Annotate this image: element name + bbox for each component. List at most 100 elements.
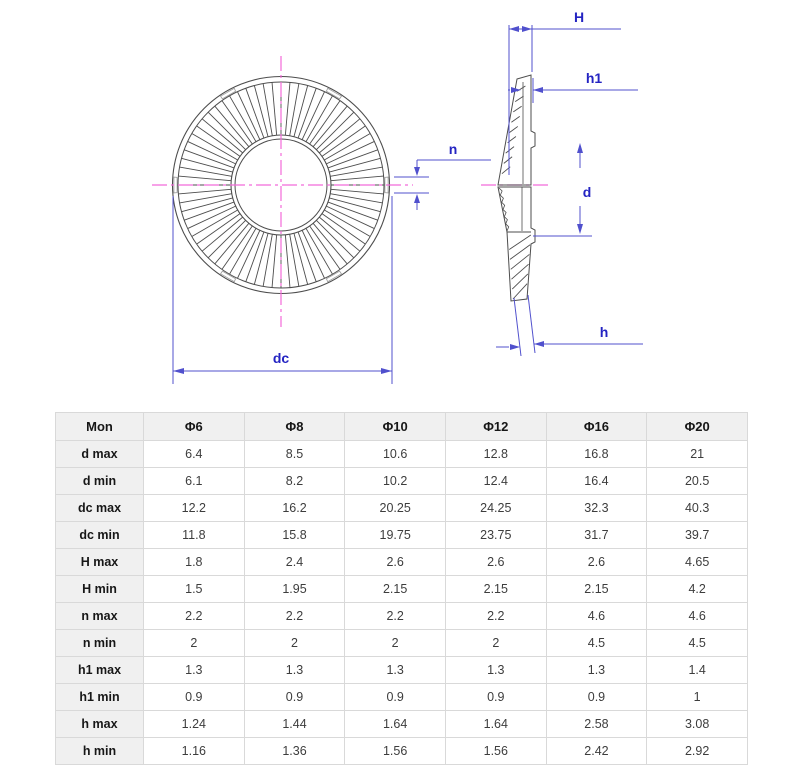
spec-value: 4.65: [646, 548, 748, 576]
technical-drawing: dc n H h1 d h: [152, 9, 643, 384]
table-row: h1 max 1.3 1.3 1.3 1.3 1.3 1.4: [55, 656, 748, 684]
table-row: d min 6.1 8.2 10.2 12.4 16.4 20.5: [55, 467, 748, 495]
spec-value: 2.6: [444, 548, 547, 576]
arrow-right-icon: [510, 344, 520, 350]
spec-value: 2: [444, 629, 547, 657]
spec-value: 23.75: [444, 521, 547, 549]
row-label: h1 min: [55, 683, 144, 711]
spec-value: 1.56: [444, 737, 547, 765]
hatch-lower: [508, 234, 532, 300]
spec-table: Mon Φ6 Φ8 Φ10 Φ12 Φ16 Φ20 d max 6.4 8.5 10.6 12.8 1…: [55, 412, 748, 765]
spec-value: 12.8: [444, 440, 547, 468]
spec-value: 2.6: [344, 548, 446, 576]
spec-value: 10.6: [344, 440, 446, 468]
column-header: Φ20: [646, 412, 748, 441]
spec-value: 1.36: [243, 737, 346, 765]
spec-value: 2.2: [143, 602, 245, 630]
spec-value: 8.2: [243, 467, 346, 495]
dim-label-h1: h1: [586, 70, 603, 86]
arrow-down-icon: [577, 224, 583, 234]
spec-value: 1.3: [545, 656, 648, 684]
table-row: H min 1.5 1.95 2.15 2.15 2.15 4.2: [55, 575, 748, 603]
spec-value: 16.8: [545, 440, 648, 468]
spec-value: 31.7: [545, 521, 648, 549]
spec-value: 24.25: [444, 494, 547, 522]
spec-value: 1.8: [143, 548, 245, 576]
spec-value: 10.2: [344, 467, 446, 495]
spec-value: 1.24: [143, 710, 245, 738]
dim-H: [508, 25, 621, 175]
dim-label-h: h: [600, 324, 609, 340]
arrow-right-icon: [381, 368, 392, 374]
dim-label-n: n: [449, 141, 458, 157]
column-header: Φ6: [143, 412, 245, 441]
spec-value: 1.3: [243, 656, 346, 684]
spec-value: 2.92: [646, 737, 748, 765]
dimension-annotations: dc n H h1 d h: [172, 9, 643, 384]
dim-label-H: H: [574, 9, 584, 25]
serration-teeth-edge: [498, 187, 510, 232]
spec-value: 3.08: [646, 710, 748, 738]
row-label: h max: [55, 710, 144, 738]
table-row: h max 1.24 1.44 1.64 1.64 2.58 3.08: [55, 710, 748, 738]
spec-value: 1.3: [143, 656, 245, 684]
spec-value: 19.75: [344, 521, 446, 549]
table-row: n max 2.2 2.2 2.2 2.2 4.6 4.6: [55, 602, 748, 630]
spec-value: 1.44: [243, 710, 346, 738]
spec-value: 1.3: [344, 656, 446, 684]
row-label: n min: [55, 629, 144, 657]
spec-value: 1.5: [143, 575, 245, 603]
spec-value: 2.6: [545, 548, 648, 576]
table-row: h min 1.16 1.36 1.56 1.56 2.42 2.92: [55, 737, 748, 765]
section-upper-outline: [497, 74, 536, 186]
arrow-left-icon: [534, 341, 544, 347]
spec-value: 20.25: [344, 494, 446, 522]
spec-value: 0.9: [344, 683, 446, 711]
row-label: h min: [55, 737, 144, 765]
spec-value: 1.3: [444, 656, 547, 684]
column-header: Φ16: [545, 412, 648, 441]
spec-value: 0.9: [243, 683, 346, 711]
spec-value: 1.4: [646, 656, 748, 684]
spec-value: 2.4: [243, 548, 346, 576]
arrow-left-icon: [533, 87, 543, 93]
spec-value: 8.5: [243, 440, 346, 468]
side-view-washer: [497, 74, 536, 302]
spec-value: 16.4: [545, 467, 648, 495]
spec-value: 1.64: [444, 710, 547, 738]
spec-value: 4.2: [646, 575, 748, 603]
arrow-up-icon: [577, 143, 583, 153]
spec-table-header: Mon Φ6 Φ8 Φ10 Φ12 Φ16 Φ20: [55, 412, 748, 441]
row-label: dc max: [55, 494, 144, 522]
corner-header: Mon: [55, 412, 144, 441]
dim-dc: [172, 196, 393, 384]
column-header: Φ8: [243, 412, 346, 441]
row-label: dc min: [55, 521, 144, 549]
dim-label-d: d: [583, 184, 592, 200]
table-row: dc max 12.2 16.2 20.25 24.25 32.3 40.3: [55, 494, 748, 522]
row-label: n max: [55, 602, 144, 630]
spec-value: 4.6: [545, 602, 648, 630]
table-row: n min 2 2 2 2 4.5 4.5: [55, 629, 748, 657]
spec-value: 21: [646, 440, 748, 468]
dim-n: [394, 159, 491, 210]
spec-value: 2.15: [545, 575, 648, 603]
arrow-left-icon: [173, 368, 184, 374]
row-label: H max: [55, 548, 144, 576]
spec-value: 4.5: [545, 629, 648, 657]
spec-value: 2.58: [545, 710, 648, 738]
spec-value: 2: [243, 629, 346, 657]
dim-h1: [508, 78, 638, 103]
spec-value: 2.15: [344, 575, 446, 603]
row-label: h1 max: [55, 656, 144, 684]
dim-label-dc: dc: [273, 350, 290, 366]
spec-value: 2: [143, 629, 245, 657]
arrow-left-icon: [509, 26, 519, 32]
spec-value: 39.7: [646, 521, 748, 549]
spec-value: 2.2: [444, 602, 547, 630]
arrow-down-icon: [414, 167, 420, 176]
spec-value: 2.15: [444, 575, 547, 603]
dim-d: [533, 143, 592, 237]
spec-value: 2.2: [243, 602, 346, 630]
